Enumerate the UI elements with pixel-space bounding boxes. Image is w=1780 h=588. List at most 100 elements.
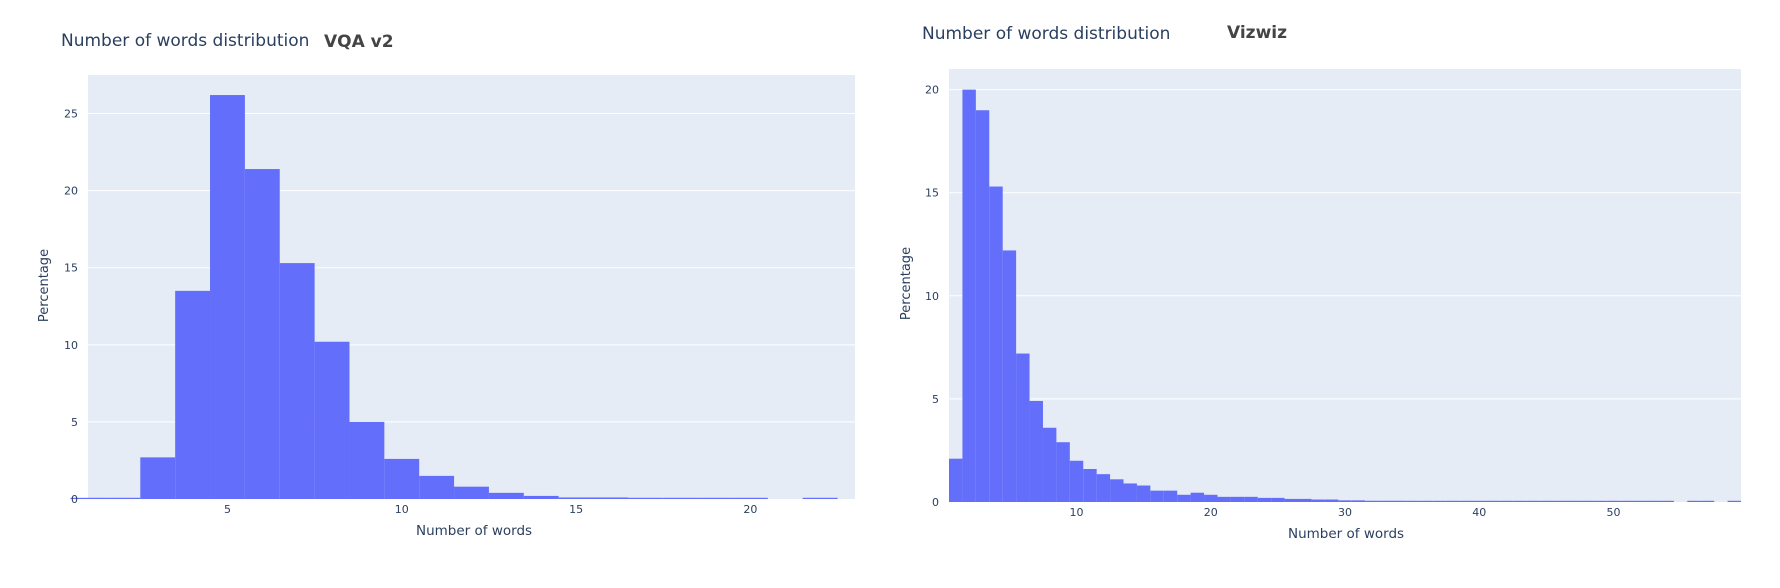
svg-text:5: 5 (932, 393, 939, 406)
histogram-bar (1660, 500, 1674, 502)
histogram-bar (1593, 500, 1607, 502)
y-axis-label: Percentage (899, 246, 915, 321)
x-tick-label: 20 (743, 503, 757, 516)
histogram-bar (523, 495, 559, 499)
histogram-bar (1150, 490, 1164, 502)
chart-panel-vqa: Number of words distribution VQA v2 0 5 10… (0, 0, 880, 588)
y-tick-label: 15 (925, 187, 939, 200)
histogram-bar (454, 486, 489, 499)
histogram-bar (1418, 500, 1433, 502)
histogram-bar (1284, 498, 1299, 502)
histogram-bar (1512, 500, 1527, 502)
histogram-bar (1311, 499, 1325, 502)
histogram-bar (628, 497, 664, 499)
histogram-bar (1217, 496, 1231, 502)
histogram-bar (1485, 500, 1500, 502)
histogram-bar (1647, 500, 1661, 502)
histogram-bar (1620, 500, 1634, 502)
y-tick-label: 25 (64, 108, 78, 121)
histogram-bar (1096, 474, 1111, 502)
svg-text:25: 25 (64, 108, 78, 121)
histogram-bar (349, 421, 385, 499)
x-tick-label: 20 (1204, 506, 1218, 519)
x-tick-label: 15 (569, 503, 583, 516)
y-tick-label: 20 (925, 84, 939, 97)
histogram-bar (1365, 500, 1379, 502)
y-tick-label: 10 (64, 339, 78, 352)
histogram-bar (1553, 500, 1567, 502)
histogram-bar (1338, 500, 1352, 502)
plot-area (949, 69, 1741, 502)
histogram-bar (1378, 500, 1392, 502)
histogram-bar (1204, 494, 1218, 502)
x-tick-label: 10 (1070, 506, 1084, 519)
histogram-bar (1405, 500, 1419, 502)
histogram-bar (1177, 494, 1191, 502)
histogram-bar (1579, 500, 1594, 502)
x-axis-label: Number of words (416, 523, 533, 539)
histogram-bar (1459, 500, 1473, 502)
histogram-bar (1526, 500, 1540, 502)
histogram-bar (1499, 500, 1513, 502)
svg-text:50: 50 (1606, 506, 1620, 519)
histogram-bar (1727, 500, 1741, 502)
histogram-bar (1324, 499, 1339, 502)
histogram-bar (949, 458, 963, 502)
histogram-bar (1042, 427, 1057, 502)
histogram-bar (1351, 500, 1366, 502)
y-tick-label: 5 (71, 416, 78, 429)
x-tick-label: 50 (1606, 506, 1620, 519)
histogram-bar (279, 263, 315, 499)
histogram-bar (1700, 500, 1715, 502)
histogram-bar (175, 290, 211, 499)
histogram-bar (1110, 479, 1124, 502)
svg-text:10: 10 (1070, 506, 1084, 519)
x-tick-label: 40 (1472, 506, 1486, 519)
histogram-bar (1566, 500, 1580, 502)
y-axis-label: Percentage (37, 248, 53, 323)
histogram-bar (698, 497, 733, 499)
histogram-bar (1391, 500, 1406, 502)
svg-text:40: 40 (1472, 506, 1486, 519)
y-tick-label: 0 (932, 496, 939, 509)
svg-text:10: 10 (925, 290, 939, 303)
histogram-bar (1606, 500, 1621, 502)
histogram-bar (384, 458, 420, 499)
histogram-bar (314, 341, 350, 499)
histogram-bar (1257, 497, 1272, 502)
histogram-vizwiz: 0 5 10 15 20 10 20 30 40 50 (925, 69, 1741, 519)
histogram-bar (1083, 469, 1097, 502)
y-tick-label: 15 (64, 262, 78, 275)
histogram-bar (1445, 500, 1460, 502)
histogram-bar (1029, 400, 1043, 502)
x-tick-label: 10 (395, 503, 409, 516)
histogram-bar (732, 497, 768, 499)
svg-text:10: 10 (395, 503, 409, 516)
histogram-bar (1190, 492, 1205, 502)
y-tick-label: 5 (932, 393, 939, 406)
svg-text:0: 0 (71, 493, 78, 506)
histogram-bar (1002, 250, 1017, 502)
histogram-bar (663, 497, 699, 499)
histogram-bar (1056, 442, 1070, 502)
svg-text:15: 15 (569, 503, 583, 516)
histogram-bar (1163, 490, 1178, 502)
histogram-bar (975, 110, 990, 502)
svg-text:15: 15 (64, 262, 78, 275)
histogram-bar (1633, 500, 1648, 502)
histogram-bar (1123, 483, 1137, 502)
histogram-bar (989, 186, 1003, 502)
svg-text:30: 30 (1338, 506, 1352, 519)
histogram-bar (419, 475, 455, 499)
svg-text:20: 20 (64, 185, 78, 198)
histogram-bar (1472, 500, 1486, 502)
histogram-bar (1687, 500, 1701, 502)
histogram-bar (210, 95, 245, 499)
chart-title: Number of words distribution (61, 31, 310, 51)
histogram-bar (558, 497, 594, 499)
svg-text:20: 20 (743, 503, 757, 516)
svg-text:0: 0 (932, 496, 939, 509)
svg-text:20: 20 (1204, 506, 1218, 519)
svg-text:5: 5 (224, 503, 231, 516)
x-tick-label: 5 (224, 503, 231, 516)
